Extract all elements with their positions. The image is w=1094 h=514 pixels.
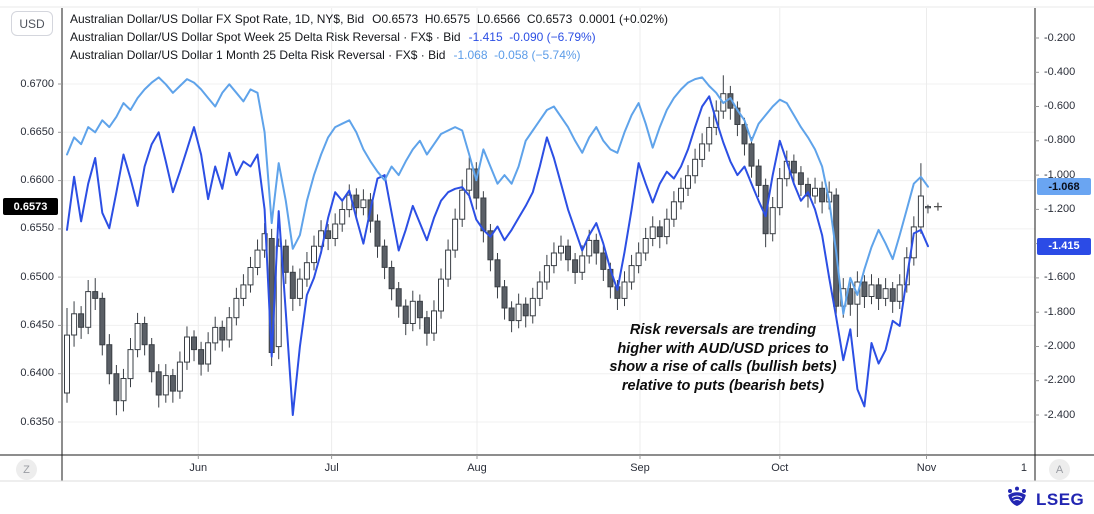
left-axis-label: 0.6650 — [20, 125, 54, 138]
time-axis-label: Nov — [916, 462, 937, 474]
right-axis-label: -2.400 — [1044, 408, 1076, 421]
current-price-marker — [933, 202, 942, 211]
right-axis-label: -0.400 — [1044, 65, 1076, 78]
grid-lines — [62, 8, 1035, 455]
right-axis-label: -1.200 — [1044, 202, 1076, 215]
left-axis-label: 0.6700 — [20, 77, 54, 90]
left-axis-label: 0.6400 — [20, 367, 54, 380]
time-axis-label: 1 — [1020, 462, 1027, 474]
time-axis-label: Aug — [467, 462, 487, 474]
legend-ohlc-values: O0.6573 H0.6575 L0.6566 C0.6573 0.0001 (… — [372, 12, 669, 26]
week-rr-value-badge: -1.415 — [1037, 237, 1091, 255]
lseg-logo-text: LSEG — [1036, 489, 1085, 509]
lseg-logo: LSEG — [1003, 485, 1084, 514]
chart-annotation: Risk reversals are trending higher with … — [598, 321, 848, 395]
week-rr-line — [66, 95, 929, 416]
annotation-line: relative to puts (bearish bets) — [621, 377, 825, 394]
legend-instrument-name: Australian Dollar/US Dollar Spot Week 25… — [70, 30, 461, 44]
month-rr-value-badge: -1.068 — [1037, 178, 1091, 196]
left-axis-label: 0.6350 — [20, 415, 54, 428]
month-rr-line — [66, 76, 929, 315]
annotation-line: Risk reversals are trending — [629, 322, 817, 338]
right-axis-label: -2.200 — [1044, 374, 1076, 387]
right-axis-label: -0.600 — [1044, 100, 1076, 113]
chart-legend: Australian Dollar/US Dollar FX Spot Rate… — [70, 10, 668, 64]
right-axis-label: -0.200 — [1044, 31, 1076, 44]
candlestick-series — [64, 75, 931, 416]
legend-row-week-rr[interactable]: Australian Dollar/US Dollar Spot Week 25… — [70, 28, 668, 46]
currency-selector-button[interactable]: USD — [11, 11, 53, 36]
annotation-line: higher with AUD/USD prices to — [617, 340, 829, 357]
legend-month-rr-values: -1.068 -0.058 (−5.74%) — [453, 48, 581, 62]
axis-ticks — [58, 37, 1039, 459]
legend-row-month-rr[interactable]: Australian Dollar/US Dollar 1 Month 25 D… — [70, 46, 668, 64]
legend-instrument-name: Australian Dollar/US Dollar 1 Month 25 D… — [70, 48, 446, 62]
axis-borders — [0, 6, 1094, 482]
time-axis-label: Oct — [771, 462, 789, 474]
left-axis-label: 0.6550 — [20, 222, 54, 235]
timezone-button[interactable]: Z — [16, 459, 37, 480]
right-axis-label: -2.000 — [1044, 339, 1076, 352]
time-axis-label: Jun — [189, 462, 208, 474]
right-axis-label: -1.000 — [1044, 168, 1076, 181]
time-axis-label: Sep — [630, 462, 650, 474]
right-axis-label: -1.800 — [1044, 305, 1076, 318]
legend-row-spot[interactable]: Australian Dollar/US Dollar FX Spot Rate… — [70, 10, 668, 28]
right-axis-label: -1.600 — [1044, 271, 1076, 284]
legend-instrument-name: Australian Dollar/US Dollar FX Spot Rate… — [70, 12, 365, 26]
left-axis-label: 0.6500 — [20, 270, 54, 283]
left-axis-label: 0.6600 — [20, 174, 54, 187]
left-axis-label: 0.6450 — [20, 318, 54, 331]
time-axis-label: Jul — [324, 462, 339, 474]
legend-week-rr-values: -1.415 -0.090 (−6.79%) — [468, 30, 596, 44]
current-price-badge: 0.6573 — [3, 198, 58, 216]
annotation-line: show a rise of calls (bullish bets) — [609, 359, 837, 375]
right-axis-label: -0.800 — [1044, 134, 1076, 147]
auto-scale-button[interactable]: A — [1049, 459, 1070, 480]
lseg-crest-icon — [1003, 485, 1031, 514]
